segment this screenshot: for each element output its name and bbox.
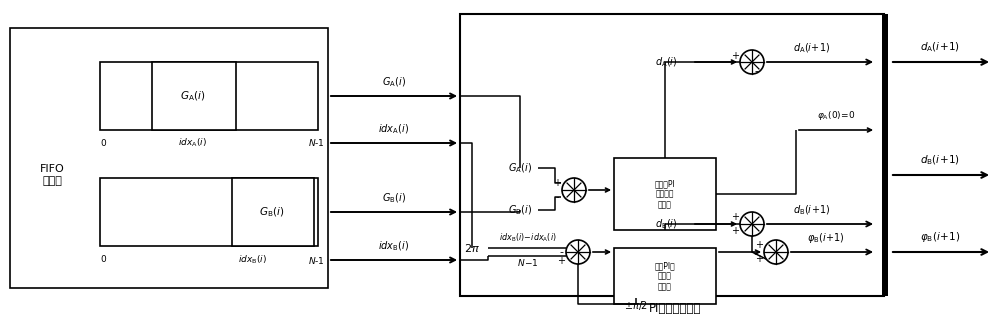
Bar: [100, 178, 318, 246]
Text: -: -: [559, 247, 563, 257]
Text: $\varphi_\mathrm{B}(i\!+\!1)$: $\varphi_\mathrm{B}(i\!+\!1)$: [807, 231, 845, 245]
Text: $G_\mathrm{A}(i)$: $G_\mathrm{A}(i)$: [382, 75, 406, 89]
Text: $d_\mathrm{B}(i\!+\!1)$: $d_\mathrm{B}(i\!+\!1)$: [793, 203, 831, 217]
Text: +: +: [557, 256, 565, 266]
Text: $G_\mathrm{B}(i)$: $G_\mathrm{B}(i)$: [382, 191, 406, 205]
Text: $G_\mathrm{A}(i)$: $G_\mathrm{A}(i)$: [180, 89, 206, 103]
Text: $d_\mathrm{B}(i\!+\!1)$: $d_\mathrm{B}(i\!+\!1)$: [920, 153, 960, 167]
Circle shape: [740, 212, 764, 236]
Text: FIFO
存储器: FIFO 存储器: [40, 164, 64, 186]
Text: 占空比PI
迭代学习
控制器: 占空比PI 迭代学习 控制器: [655, 179, 675, 209]
Bar: [10, 28, 328, 288]
Bar: [100, 62, 318, 130]
Circle shape: [764, 240, 788, 264]
Text: $d_\mathrm{B}(i)$: $d_\mathrm{B}(i)$: [655, 217, 677, 231]
Text: +: +: [731, 226, 739, 236]
Circle shape: [566, 240, 590, 264]
Text: PI迭代学习控制: PI迭代学习控制: [649, 301, 701, 315]
Text: 0: 0: [100, 139, 106, 148]
Text: $N$-1: $N$-1: [308, 137, 324, 149]
Text: $idx_\mathrm{B}(i)\!-\!idx_\mathrm{A}(i)$: $idx_\mathrm{B}(i)\!-\!idx_\mathrm{A}(i)…: [499, 232, 557, 244]
Bar: [882, 14, 888, 296]
Text: +: +: [731, 51, 739, 61]
Bar: [232, 178, 314, 246]
Text: $idx_\mathrm{A}(i)$: $idx_\mathrm{A}(i)$: [178, 137, 206, 149]
Text: $N\!-\!1$: $N\!-\!1$: [517, 257, 539, 267]
Text: $\varphi_\mathrm{A}(0)\!=\!0$: $\varphi_\mathrm{A}(0)\!=\!0$: [817, 109, 855, 122]
Bar: [152, 62, 236, 130]
Circle shape: [740, 50, 764, 74]
Bar: [614, 158, 716, 230]
Text: $2\pi$: $2\pi$: [464, 242, 480, 254]
Text: $d_\mathrm{A}(i)$: $d_\mathrm{A}(i)$: [655, 55, 677, 69]
Bar: [614, 248, 716, 304]
Text: 相位PI迭
代学习
控制器: 相位PI迭 代学习 控制器: [655, 261, 675, 291]
Circle shape: [562, 178, 586, 202]
Text: $idx_\mathrm{B}(i)$: $idx_\mathrm{B}(i)$: [378, 239, 410, 253]
Text: -: -: [754, 66, 758, 76]
Text: $\varphi_\mathrm{B}(i\!+\!1)$: $\varphi_\mathrm{B}(i\!+\!1)$: [920, 230, 960, 244]
Text: +: +: [553, 178, 561, 188]
Text: $d_\mathrm{A}(i\!+\!1)$: $d_\mathrm{A}(i\!+\!1)$: [793, 41, 831, 55]
Text: $G_\mathrm{A}(i)$: $G_\mathrm{A}(i)$: [508, 161, 532, 175]
Text: +: +: [755, 240, 763, 250]
Bar: [460, 14, 884, 296]
Text: $G_\mathrm{B}(i)$: $G_\mathrm{B}(i)$: [259, 205, 285, 219]
Text: $\pm\pi/2$: $\pm\pi/2$: [624, 300, 648, 313]
Text: $G_\mathrm{B}(i)$: $G_\mathrm{B}(i)$: [508, 203, 532, 217]
Text: 0: 0: [100, 255, 106, 265]
Text: $d_\mathrm{A}(i\!+\!1)$: $d_\mathrm{A}(i\!+\!1)$: [920, 40, 960, 54]
Text: $N$-1: $N$-1: [308, 254, 324, 266]
Text: +: +: [731, 212, 739, 222]
Text: +: +: [755, 254, 763, 264]
Text: -: -: [555, 192, 559, 202]
Text: $idx_\mathrm{B}(i)$: $idx_\mathrm{B}(i)$: [238, 254, 266, 266]
Text: $idx_\mathrm{A}(i)$: $idx_\mathrm{A}(i)$: [378, 122, 410, 136]
